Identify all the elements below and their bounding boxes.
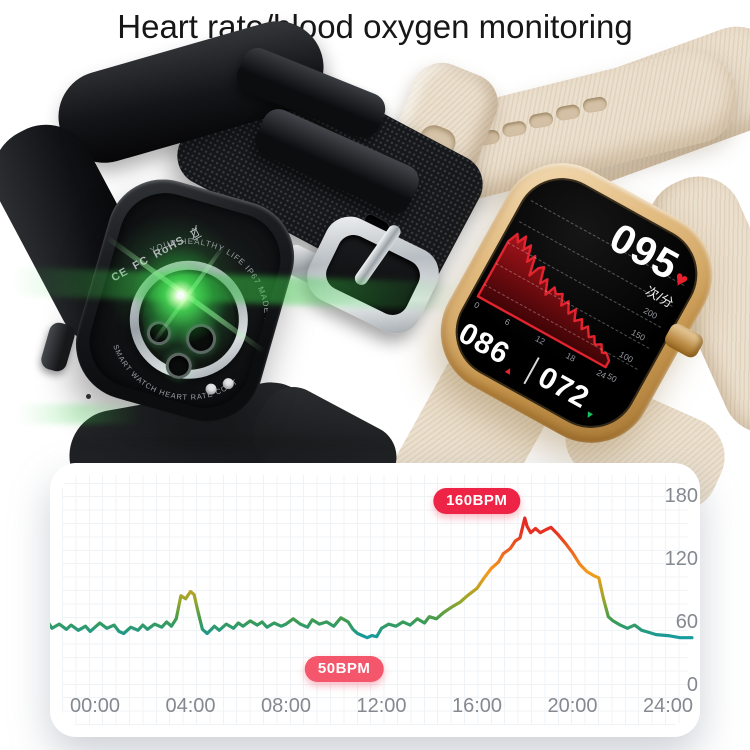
heart-rate-wave-chart bbox=[476, 232, 611, 369]
chart-x-axis: 00:00 04:00 08:00 12:00 16:00 20:00 24:00 bbox=[50, 463, 700, 737]
up-arrow-icon: ▲ bbox=[501, 363, 516, 379]
bpm-annotation-badge: 50BPM bbox=[304, 655, 384, 682]
down-arrow-icon: ▼ bbox=[581, 408, 596, 423]
page-title: Heart rate/blood oxygen monitoring bbox=[117, 8, 633, 45]
strap-hole bbox=[554, 103, 582, 122]
strap-hole bbox=[501, 120, 528, 138]
side-button bbox=[38, 320, 78, 374]
x-tick-label: 16:00 bbox=[451, 695, 503, 717]
x-tick-label: 00:00 bbox=[69, 695, 121, 717]
green-light-streak bbox=[18, 404, 143, 424]
chart-annotations: 160BPM 50BPM bbox=[50, 463, 700, 737]
x-tick-label: 24:00 bbox=[642, 695, 694, 717]
y-tick-label: 60 bbox=[675, 611, 698, 633]
screen-y-tick: 200 bbox=[641, 305, 660, 321]
y-tick-label: 120 bbox=[664, 548, 698, 570]
screen-y-tick: 50 bbox=[605, 370, 619, 385]
bpm-annotation-badge: 160BPM bbox=[433, 488, 521, 514]
mic-hole bbox=[86, 394, 91, 399]
gold-watch-frame: 0 6 12 18 24 200 150 100 50 095♥ 次/分 086 ▲ 072 … bbox=[418, 140, 735, 466]
x-tick-label: 20:00 bbox=[547, 695, 598, 717]
heart-rate-line-chart bbox=[50, 516, 694, 640]
x-tick-label: 12:00 bbox=[356, 695, 407, 717]
screen-wave-path bbox=[476, 232, 611, 369]
y-tick-label: 180 bbox=[664, 485, 698, 507]
screen-y-tick: 100 bbox=[617, 349, 635, 365]
strap-hole bbox=[581, 95, 608, 114]
x-tick-label: 08:00 bbox=[260, 695, 312, 717]
screen-y-tick: 150 bbox=[629, 327, 647, 343]
chart-y-axis: 180 120 60 0 bbox=[50, 463, 700, 737]
watch-screen: 0 6 12 18 24 200 150 100 50 095♥ 次/分 086 ▲ 072 … bbox=[438, 161, 715, 445]
strap-hole bbox=[528, 111, 555, 130]
green-led-glow bbox=[108, 223, 253, 368]
x-tick-label: 04:00 bbox=[165, 695, 216, 717]
heart-rate-chart-card: 00:00 04:00 08:00 12:00 16:00 20:00 24:00 180 1… bbox=[50, 463, 700, 737]
heart-rate-series bbox=[50, 516, 694, 640]
y-tick-label: 0 bbox=[686, 674, 698, 696]
